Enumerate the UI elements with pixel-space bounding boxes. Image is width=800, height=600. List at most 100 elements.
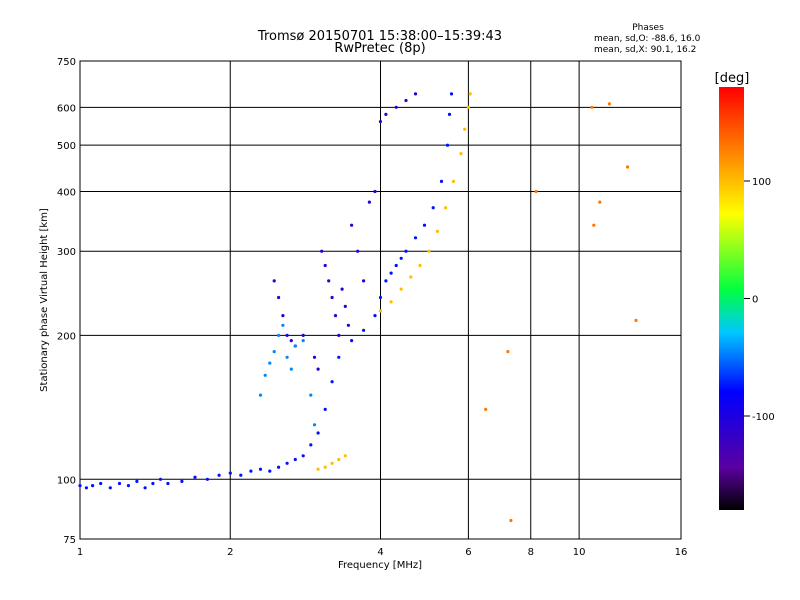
phase-stats-heading: Phases	[632, 23, 664, 33]
data-point	[272, 350, 276, 354]
data-point	[444, 206, 448, 210]
data-points	[78, 92, 638, 523]
data-point	[316, 467, 320, 471]
data-point	[151, 481, 155, 486]
data-point	[281, 323, 285, 327]
data-point	[309, 393, 313, 397]
data-point	[228, 471, 232, 475]
data-point	[268, 469, 272, 473]
colorbar-tick-label: 0	[752, 295, 758, 306]
phase-stats-x: mean, sd,X: 90.1, 16.2	[594, 45, 696, 55]
data-point	[312, 423, 317, 427]
y-tick-label: 200	[57, 331, 76, 342]
phase-stats-o: mean, sd,O: -88.6, 16.0	[594, 34, 701, 44]
x-tick-label: 16	[675, 547, 688, 558]
data-point	[327, 279, 331, 283]
chart-subtitle: RwPretec (8p)	[334, 41, 425, 56]
data-point	[409, 275, 413, 279]
data-point	[323, 263, 327, 268]
data-point	[249, 469, 253, 473]
data-point	[625, 165, 630, 169]
data-point	[272, 279, 276, 283]
colorbar-ticks: 100 0 -100	[744, 177, 775, 423]
data-point	[330, 461, 334, 465]
data-point	[285, 333, 289, 337]
x-tick-label: 1	[77, 547, 83, 558]
data-point	[422, 223, 427, 227]
data-point	[323, 407, 327, 411]
data-point	[180, 479, 184, 483]
chart-title: Tromsø 20150701 15:38:00–15:39:43	[257, 29, 502, 44]
data-point	[466, 105, 470, 109]
data-point	[285, 355, 289, 359]
data-point	[143, 486, 147, 490]
data-point	[459, 152, 463, 156]
y-tick-label: 100	[57, 475, 76, 486]
data-point	[217, 473, 221, 477]
data-point	[239, 473, 243, 477]
data-point	[384, 279, 388, 283]
x-axis: 1 2 4 6 8 10 16	[77, 547, 688, 558]
data-point	[268, 361, 272, 365]
series-ground-echo	[78, 92, 454, 490]
x-tick-label: 10	[573, 547, 586, 558]
y-tick-label: 75	[63, 535, 76, 546]
x-tick-label: 4	[377, 547, 383, 558]
data-point	[293, 457, 297, 462]
data-point	[449, 92, 454, 96]
data-point	[320, 249, 324, 253]
data-point	[343, 454, 347, 458]
y-tick-label: 600	[57, 103, 76, 114]
data-point	[439, 179, 444, 183]
data-point	[277, 465, 281, 469]
data-point	[389, 300, 393, 304]
data-point	[193, 475, 197, 479]
data-point	[108, 486, 112, 490]
data-point	[404, 98, 408, 103]
data-point	[447, 112, 452, 116]
data-point	[413, 92, 418, 96]
data-point	[509, 518, 513, 523]
data-point	[468, 92, 472, 96]
data-point	[356, 249, 360, 253]
data-point	[158, 477, 163, 481]
colorbar-unit: [deg]	[715, 71, 750, 86]
data-point	[362, 328, 366, 332]
y-tick-label: 500	[57, 141, 76, 152]
data-point	[263, 373, 267, 377]
data-point	[399, 287, 403, 291]
data-point	[394, 105, 398, 109]
y-axis: 75 100 200 300 400 500 600 750	[57, 57, 76, 546]
data-point	[378, 295, 383, 300]
data-point	[99, 481, 103, 486]
data-point	[506, 350, 510, 354]
data-point	[316, 431, 320, 435]
data-point	[399, 256, 403, 260]
x-tick-label: 6	[465, 547, 471, 558]
data-point	[285, 461, 289, 465]
y-tick-label: 750	[57, 57, 76, 68]
data-point	[607, 102, 612, 106]
data-point	[330, 380, 334, 384]
data-point	[445, 143, 450, 147]
data-point	[350, 223, 354, 227]
data-point	[289, 367, 293, 371]
data-point	[463, 127, 467, 131]
data-point	[337, 355, 341, 359]
data-point	[362, 279, 366, 283]
data-point	[330, 295, 334, 300]
data-point	[91, 484, 95, 488]
y-axis-label: Stationary phase Virtual Height [km]	[39, 208, 50, 392]
data-point	[258, 393, 263, 397]
data-point	[590, 105, 594, 109]
data-point	[301, 333, 305, 337]
data-point	[312, 355, 317, 359]
data-point	[427, 249, 431, 253]
data-point	[281, 314, 285, 318]
data-point	[346, 323, 350, 327]
x-axis-label: Frequency [MHz]	[338, 560, 422, 571]
data-point	[293, 344, 297, 348]
data-point	[277, 333, 281, 337]
data-point	[418, 263, 422, 268]
